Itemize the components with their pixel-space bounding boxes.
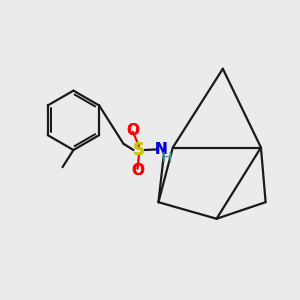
Text: S: S [133, 141, 145, 159]
Text: O: O [126, 123, 139, 138]
Text: H: H [162, 151, 172, 165]
Text: S: S [133, 141, 145, 159]
Text: O: O [131, 163, 144, 178]
Text: O: O [131, 163, 144, 178]
Text: O: O [126, 123, 139, 138]
Text: N: N [154, 142, 167, 157]
Text: N: N [154, 142, 167, 157]
Text: H: H [162, 151, 172, 165]
